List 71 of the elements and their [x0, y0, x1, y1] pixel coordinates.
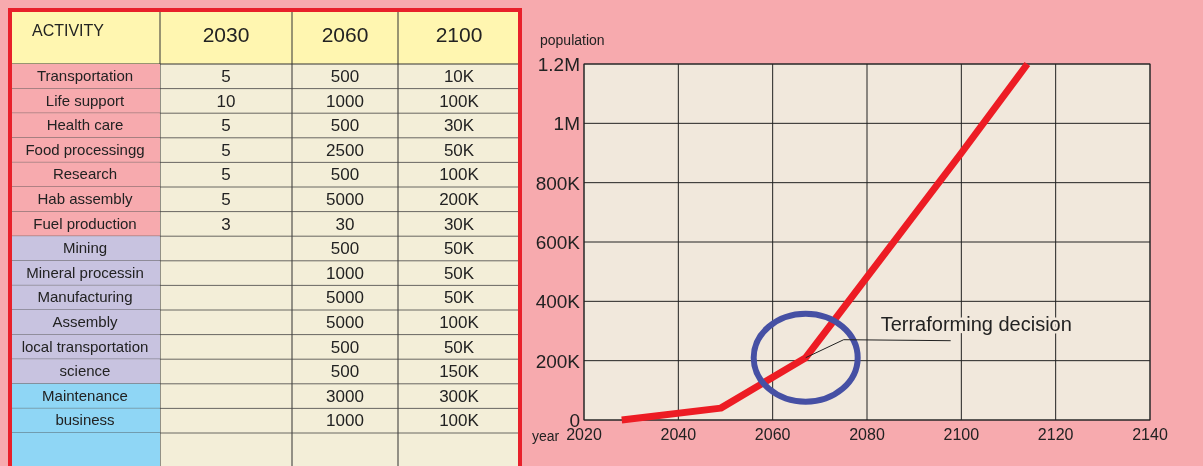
- text: 50K: [443, 337, 475, 357]
- x-tick-label: 2140: [1132, 426, 1168, 443]
- text: 100K: [439, 411, 479, 431]
- x-axis-title: year: [532, 428, 560, 444]
- y-tick-label: 1.2M: [537, 54, 580, 75]
- text: 30K: [443, 214, 475, 234]
- x-tick-label: 2080: [849, 426, 885, 443]
- text: 5: [221, 116, 231, 136]
- x-tick-label: 2060: [754, 426, 791, 443]
- category-label: Research: [52, 165, 118, 183]
- text: 5: [221, 67, 231, 86]
- text: 3000: [326, 386, 364, 406]
- text: 300K: [439, 386, 479, 406]
- category-label: Transportation: [36, 67, 134, 84]
- y-tick-label: 400K: [535, 291, 581, 313]
- text: 100K: [439, 165, 479, 185]
- text: 5000: [326, 288, 364, 308]
- text: ACTIVITY: [32, 22, 105, 39]
- text: 2500: [326, 140, 364, 160]
- text: 30K: [443, 116, 475, 136]
- text: 500: [330, 116, 360, 136]
- text: 500: [330, 67, 360, 86]
- y-tick-label: 200K: [535, 350, 581, 372]
- text: 1000: [326, 263, 364, 283]
- x-tick-label: 2020: [566, 426, 602, 443]
- category-label: Maintenance: [42, 386, 128, 404]
- category-label: local transportation: [21, 337, 149, 355]
- category-label: Life support: [45, 91, 125, 109]
- y-axis-title: population: [540, 32, 605, 48]
- text: 5: [221, 190, 231, 209]
- text: 500: [330, 337, 360, 357]
- category-label: Mining: [62, 239, 108, 257]
- y-tick-label: 800K: [535, 172, 581, 194]
- text: 5000: [326, 313, 364, 332]
- text: 50K: [443, 263, 475, 283]
- text: 50K: [443, 140, 475, 160]
- text: 10K: [443, 67, 475, 86]
- text: 500: [330, 362, 360, 382]
- text: 50K: [443, 288, 475, 308]
- y-tick-label: 1M: [553, 113, 580, 135]
- category-label: science: [59, 362, 111, 380]
- text: 5: [221, 165, 231, 185]
- text: 5000: [326, 190, 364, 209]
- text: 30: [335, 214, 355, 234]
- x-tick-label: 2100: [943, 426, 980, 443]
- text: 100K: [439, 91, 479, 111]
- text: 1000: [326, 91, 364, 111]
- category-label: Fuel production: [33, 214, 137, 232]
- category-label: Hab assembly: [37, 190, 133, 207]
- text: 3: [221, 214, 231, 234]
- text: 100K: [439, 313, 479, 332]
- text: 1000: [326, 411, 364, 431]
- text: 50K: [443, 239, 475, 259]
- text: 500: [330, 165, 360, 185]
- text: 200K: [439, 190, 479, 209]
- category-label: 2060: [321, 23, 369, 46]
- category-label: Food processingg: [25, 140, 145, 158]
- category-label: Health care: [46, 116, 124, 134]
- text: 500: [330, 239, 360, 259]
- y-tick-label: 600K: [535, 232, 581, 253]
- category-label: 2030: [202, 23, 250, 46]
- category-label: Mineral processin: [26, 263, 144, 281]
- category-label: Manufacturing: [37, 288, 133, 306]
- x-tick-label: 2040: [660, 426, 697, 443]
- text: 150K: [439, 362, 479, 382]
- category-label: business: [55, 411, 115, 429]
- category-label: Assembly: [52, 313, 118, 330]
- category-label: 2100: [435, 23, 483, 46]
- x-tick-label: 2120: [1037, 426, 1074, 443]
- text: 10: [216, 91, 236, 111]
- text: 5: [221, 140, 231, 160]
